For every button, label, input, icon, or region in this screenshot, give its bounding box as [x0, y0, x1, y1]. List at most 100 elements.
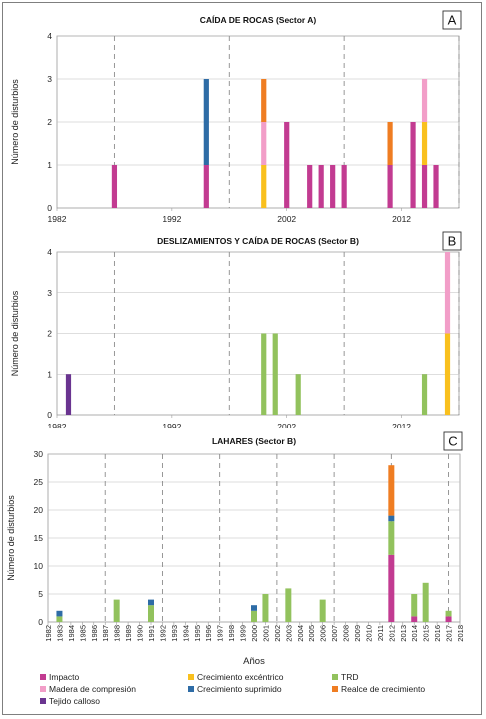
chart-legend: Impacto Crecimiento excéntrico TRD Madera d…: [40, 672, 480, 716]
x-tick-label: 1985: [78, 625, 87, 642]
bar-impacto: [307, 165, 313, 208]
legend-label: Tejido calloso: [49, 696, 101, 706]
bar-impacto: [445, 616, 452, 622]
bar-trd: [261, 333, 267, 415]
x-tick-label: 1996: [204, 625, 213, 642]
x-tick-label: 2017: [445, 625, 454, 642]
bar-trd: [422, 582, 429, 622]
figure-frame: [2, 2, 482, 715]
x-tick-label: 2011: [376, 625, 385, 641]
x-tick-label: 1994: [181, 625, 190, 642]
x-tick-label: 1983: [55, 625, 64, 642]
y-tick-label: 1: [47, 369, 52, 379]
x-tick-label: 1986: [90, 625, 99, 642]
x-tick-label: 1992: [162, 422, 181, 428]
bar-trd: [445, 610, 452, 617]
y-tick-label: 3: [47, 288, 52, 298]
x-tick-label: 2007: [330, 625, 339, 642]
legend-swatch: [40, 698, 46, 704]
x-tick-label: 1992: [158, 625, 167, 642]
y-tick-label: 25: [34, 477, 44, 487]
legend-swatch: [332, 686, 338, 692]
chart-title: LAHARES (Sector B): [212, 436, 296, 446]
bar-crecimiento_suprimido: [203, 79, 209, 165]
x-tick-label: 1999: [239, 625, 248, 642]
x-tick-label: 2004: [296, 625, 305, 642]
bar-crecimiento_suprimido: [56, 610, 63, 617]
bar-realce_crecimiento: [261, 79, 267, 122]
bar-crecimiento_excentrico: [261, 165, 267, 208]
x-axis-label: Años: [243, 656, 265, 667]
bar-trd: [113, 599, 120, 622]
y-axis-label: Número de disturbios: [10, 79, 20, 165]
bar-impacto: [341, 165, 347, 208]
bar-trd: [148, 605, 154, 622]
bar-trd: [388, 521, 395, 555]
x-tick-label: 1982: [48, 422, 67, 428]
bar-trd: [285, 588, 292, 622]
x-tick-label: 2015: [422, 625, 431, 642]
y-tick-label: 0: [47, 203, 52, 213]
y-tick-label: 20: [34, 505, 44, 515]
legend-label: Crecimiento suprimido: [197, 684, 282, 694]
x-tick-label: 1993: [170, 625, 179, 642]
bar-trd: [295, 374, 301, 415]
x-tick-label: 2002: [273, 625, 282, 642]
legend-label: Impacto: [49, 672, 80, 682]
x-tick-label: 2002: [277, 214, 296, 224]
x-tick-label: 1988: [113, 625, 122, 642]
x-tick-label: 1995: [193, 625, 202, 642]
bar-impacto: [421, 165, 428, 208]
bar-impacto: [411, 616, 418, 622]
x-tick-label: 2006: [319, 625, 328, 642]
x-tick-label: 2014: [410, 625, 419, 642]
x-tick-label: 2005: [307, 625, 316, 642]
x-tick-label: 2013: [399, 625, 408, 642]
bar-trd: [262, 594, 269, 622]
x-tick-label: 2016: [433, 625, 442, 642]
y-tick-label: 15: [34, 533, 44, 543]
bar-trd: [421, 374, 428, 415]
x-tick-label: 1984: [67, 625, 76, 642]
y-axis-label: Número de disturbios: [10, 290, 20, 376]
x-tick-label: 1992: [162, 214, 181, 224]
x-tick-label: 2018: [456, 625, 465, 642]
y-tick-label: 10: [34, 561, 44, 571]
bar-impacto: [284, 122, 290, 208]
bar-impacto: [330, 165, 336, 208]
chart-panel-b: 0 1 2 3 4 1982 1992 2002 2012 DESLIZAMIENTOS Y CA…: [10, 231, 462, 428]
bar-impacto: [318, 165, 324, 208]
bar-trd: [411, 594, 418, 617]
bar-trd: [56, 616, 63, 622]
y-tick-label: 0: [47, 410, 52, 420]
chart-title: DESLIZAMIENTOS Y CAÍDA DE ROCAS (Sector …: [157, 236, 359, 246]
y-tick-label: 30: [34, 449, 44, 459]
y-tick-label: 4: [47, 247, 52, 257]
chart-title: CAÍDA DE ROCAS (Sector A): [200, 15, 317, 25]
x-tick-label: 1990: [136, 625, 145, 642]
bar-trd: [251, 610, 257, 622]
bar-crecimiento_excentrico: [444, 333, 451, 415]
bar-tejido_calloso: [65, 374, 72, 415]
legend-swatch: [188, 674, 194, 680]
y-axis-label: Número de disturbios: [6, 495, 16, 581]
panel-letter-box: [443, 431, 463, 451]
x-tick-label: 2002: [277, 422, 296, 428]
x-tick-label: 2012: [392, 214, 411, 224]
panel-letter-box: [442, 231, 462, 251]
bar-impacto: [387, 165, 393, 208]
x-tick-label: 2000: [250, 625, 259, 642]
bar-madera_compresion: [444, 252, 451, 334]
x-tick-label: 2001: [261, 625, 270, 642]
x-tick-label: 1982: [48, 214, 67, 224]
x-tick-label: 1987: [101, 625, 110, 642]
bar-impacto: [433, 165, 439, 208]
y-tick-label: 2: [47, 329, 52, 339]
x-tick-label: 1997: [216, 625, 225, 642]
y-tick-label: 1: [47, 160, 52, 170]
bar-trd: [319, 599, 326, 622]
bar-crecimiento_excentrico: [421, 122, 428, 165]
y-tick-label: 0: [38, 617, 43, 627]
chart-panel-c: 0 5 10 15 20 25 30 1982 1983 1984 1985 1986 1987 1988…: [6, 431, 465, 667]
